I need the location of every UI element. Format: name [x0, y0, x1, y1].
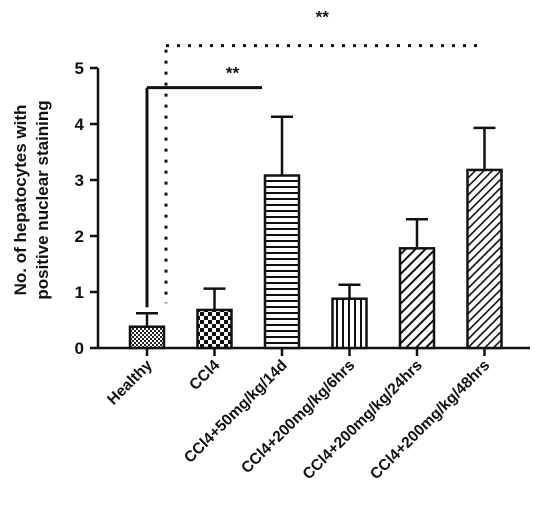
y-axis-label-line-1: No. of hepatocytes with — [11, 105, 30, 296]
y-tick-label: 3 — [75, 171, 84, 190]
x-category-label: Healthy — [104, 357, 156, 409]
x-category-label: CCl4+200mg/kg/6hrs — [238, 357, 358, 477]
significance-label: ** — [316, 8, 330, 27]
x-category-label: CCl4+200mg/kg/48hrs — [367, 357, 493, 483]
bar — [128, 325, 166, 350]
y-tick-label: 1 — [75, 283, 84, 302]
x-category-label: CCl4 — [186, 357, 223, 394]
y-tick-label: 2 — [75, 227, 84, 246]
y-tick-label: 5 — [75, 59, 84, 78]
y-axis-label-line-2: positive nuclear staining — [33, 100, 52, 299]
bar — [398, 247, 436, 350]
bar — [196, 308, 233, 350]
bar — [331, 297, 368, 350]
y-tick-label: 4 — [75, 115, 85, 134]
significance-label: ** — [226, 64, 240, 83]
y-tick-label: 0 — [75, 339, 84, 358]
bar — [263, 174, 301, 350]
x-category-label: CCl4+200mg/kg/24hrs — [300, 357, 426, 483]
bar — [466, 168, 503, 350]
